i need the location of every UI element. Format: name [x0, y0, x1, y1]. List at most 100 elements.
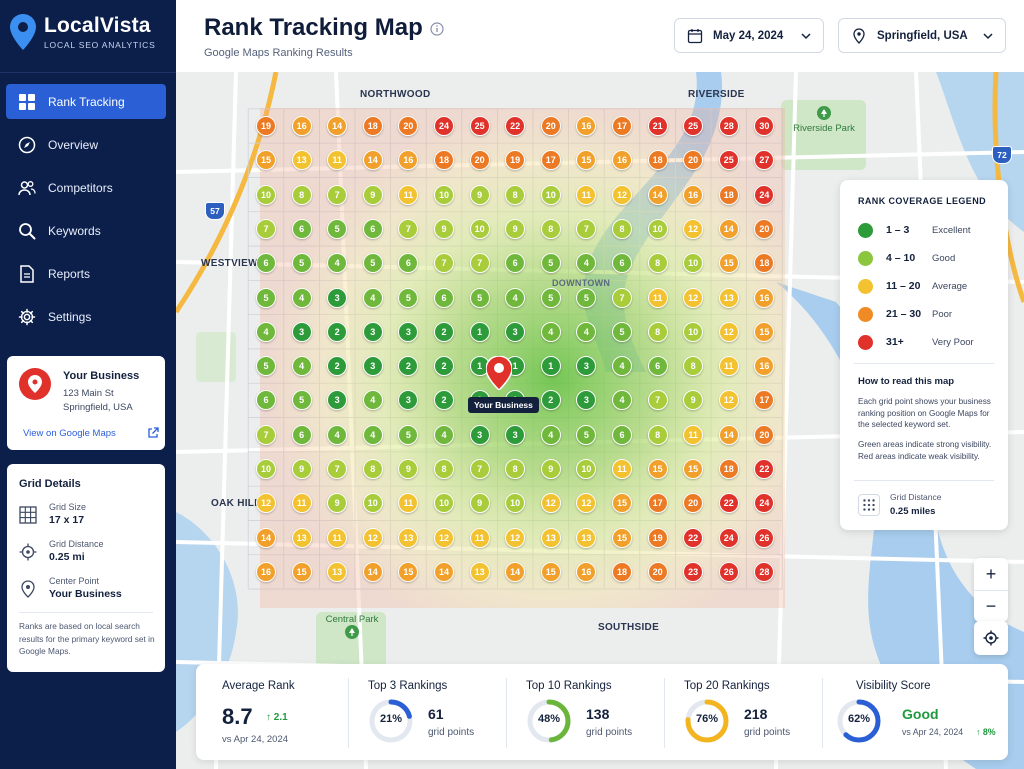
rank-point[interactable]: 12 — [718, 321, 739, 342]
rank-point[interactable]: 3 — [291, 321, 312, 342]
rank-point[interactable]: 9 — [362, 184, 383, 205]
rank-point[interactable]: 18 — [612, 561, 632, 582]
rank-point[interactable]: 26 — [718, 561, 739, 582]
rank-point[interactable]: 17 — [754, 390, 775, 411]
rank-point[interactable]: 18 — [718, 184, 739, 205]
rank-point[interactable]: 28 — [718, 116, 739, 136]
rank-point[interactable]: 6 — [505, 253, 526, 274]
rank-point[interactable]: 10 — [540, 184, 561, 205]
rank-point[interactable]: 6 — [291, 424, 312, 445]
rank-point[interactable]: 9 — [505, 218, 526, 239]
rank-point[interactable]: 8 — [647, 321, 668, 342]
rank-point[interactable]: 10 — [683, 321, 704, 342]
rank-point[interactable]: 25 — [718, 150, 739, 171]
rank-point[interactable]: 13 — [469, 561, 490, 582]
rank-point[interactable]: 15 — [540, 561, 561, 582]
rank-point[interactable]: 15 — [718, 253, 739, 274]
rank-point[interactable]: 15 — [576, 150, 597, 171]
rank-point[interactable]: 19 — [647, 527, 668, 548]
rank-point[interactable]: 12 — [683, 218, 704, 239]
rank-point[interactable]: 4 — [505, 287, 526, 308]
rank-point[interactable]: 25 — [469, 116, 490, 136]
rank-point[interactable]: 2 — [434, 321, 454, 342]
rank-point[interactable]: 4 — [362, 390, 383, 411]
rank-point[interactable]: 20 — [683, 150, 704, 171]
rank-point[interactable]: 22 — [683, 527, 704, 548]
rank-map[interactable]: NORTHWOOD RIVERSIDE WESTVIEW OAK HILL SO… — [176, 72, 1024, 769]
rank-point[interactable]: 7 — [647, 390, 668, 411]
rank-point[interactable]: 9 — [469, 184, 490, 205]
rank-point[interactable]: 11 — [291, 493, 312, 514]
rank-point[interactable]: 16 — [256, 561, 276, 582]
rank-point[interactable]: 10 — [576, 459, 597, 479]
rank-point[interactable]: 24 — [754, 493, 775, 514]
rank-point[interactable]: 3 — [398, 390, 419, 411]
rank-point[interactable]: 2 — [398, 356, 419, 377]
rank-point[interactable]: 2 — [327, 356, 348, 377]
rank-point[interactable]: 3 — [362, 321, 383, 342]
rank-point[interactable]: 10 — [434, 493, 454, 514]
rank-point[interactable]: 15 — [291, 561, 312, 582]
rank-point[interactable]: 7 — [327, 184, 348, 205]
rank-point[interactable]: 5 — [398, 287, 419, 308]
rank-point[interactable]: 17 — [540, 150, 561, 171]
external-link-icon[interactable] — [147, 427, 159, 439]
rank-point[interactable]: 16 — [576, 116, 597, 136]
rank-point[interactable]: 14 — [327, 116, 348, 136]
rank-point[interactable]: 6 — [434, 287, 454, 308]
rank-point[interactable]: 6 — [647, 356, 668, 377]
rank-point[interactable]: 9 — [291, 459, 312, 479]
rank-point[interactable]: 5 — [291, 253, 312, 274]
rank-point[interactable]: 9 — [434, 218, 454, 239]
rank-point[interactable]: 10 — [362, 493, 383, 514]
rank-point[interactable]: 11 — [398, 493, 419, 514]
rank-point[interactable]: 20 — [647, 561, 668, 582]
rank-point[interactable]: 5 — [576, 424, 597, 445]
rank-point[interactable]: 12 — [540, 493, 561, 514]
rank-point[interactable]: 20 — [754, 424, 775, 445]
rank-point[interactable]: 9 — [327, 493, 348, 514]
rank-point[interactable]: 2 — [540, 390, 561, 411]
rank-point[interactable]: 3 — [398, 321, 419, 342]
rank-point[interactable]: 15 — [683, 459, 704, 479]
rank-point[interactable]: 7 — [434, 253, 454, 274]
rank-point[interactable]: 15 — [256, 150, 276, 171]
rank-point[interactable]: 20 — [754, 218, 775, 239]
rank-point[interactable]: 6 — [256, 253, 276, 274]
rank-point[interactable]: 4 — [327, 253, 348, 274]
rank-point[interactable]: 14 — [718, 218, 739, 239]
rank-point[interactable]: 18 — [647, 150, 668, 171]
rank-point[interactable]: 5 — [576, 287, 597, 308]
nav-item-settings[interactable]: Settings — [6, 299, 166, 334]
rank-point[interactable]: 6 — [256, 390, 276, 411]
rank-point[interactable]: 10 — [434, 184, 454, 205]
rank-point[interactable]: 4 — [434, 424, 454, 445]
rank-point[interactable]: 3 — [505, 424, 526, 445]
rank-point[interactable]: 9 — [469, 493, 490, 514]
rank-point[interactable]: 16 — [576, 561, 597, 582]
rank-point[interactable]: 9 — [540, 459, 561, 479]
rank-point[interactable]: 18 — [718, 459, 739, 479]
rank-point[interactable]: 12 — [434, 527, 454, 548]
rank-point[interactable]: 14 — [505, 561, 526, 582]
nav-item-reports[interactable]: Reports — [6, 256, 166, 291]
rank-point[interactable]: 5 — [291, 390, 312, 411]
rank-point[interactable]: 13 — [291, 527, 312, 548]
rank-point[interactable]: 12 — [683, 287, 704, 308]
rank-point[interactable]: 13 — [540, 527, 561, 548]
rank-point[interactable]: 5 — [469, 287, 490, 308]
rank-point[interactable]: 5 — [540, 253, 561, 274]
location-selector[interactable]: Springfield, USA — [838, 18, 1006, 53]
rank-point[interactable]: 14 — [434, 561, 454, 582]
rank-point[interactable]: 7 — [469, 459, 490, 479]
rank-point[interactable]: 25 — [683, 116, 704, 136]
rank-point[interactable]: 4 — [256, 321, 276, 342]
rank-point[interactable]: 12 — [576, 493, 597, 514]
rank-point[interactable]: 6 — [398, 253, 419, 274]
rank-point[interactable]: 5 — [540, 287, 561, 308]
rank-point[interactable]: 5 — [256, 356, 276, 377]
rank-point[interactable]: 22 — [505, 116, 526, 136]
rank-point[interactable]: 15 — [647, 459, 668, 479]
rank-point[interactable]: 24 — [754, 184, 775, 205]
rank-point[interactable]: 8 — [612, 218, 632, 239]
